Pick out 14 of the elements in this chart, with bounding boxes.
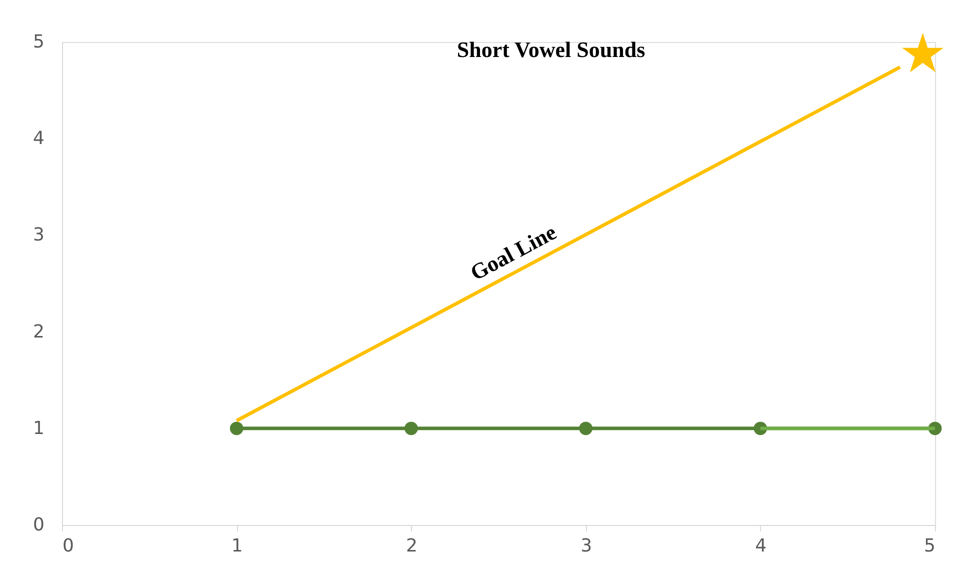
y-tick-label: 1 bbox=[33, 418, 44, 439]
y-tick-label: 3 bbox=[33, 224, 44, 246]
x-tick-label: 0 bbox=[62, 536, 74, 556]
x-tick-label: 1 bbox=[231, 536, 243, 556]
y-tick-label: 5 bbox=[33, 32, 44, 52]
y-tick-label: 0 bbox=[33, 514, 44, 536]
x-tick-label: 4 bbox=[755, 536, 767, 556]
x-tick-label: 2 bbox=[406, 536, 418, 556]
x-tick-label: 3 bbox=[580, 536, 592, 556]
x-tick-label: 5 bbox=[924, 536, 936, 556]
annotation: Goal Line bbox=[466, 219, 561, 286]
chart-title: Short Vowel Sounds bbox=[456, 37, 646, 62]
y-tick-label: 4 bbox=[33, 128, 44, 150]
y-tick-label: 2 bbox=[33, 321, 44, 342]
